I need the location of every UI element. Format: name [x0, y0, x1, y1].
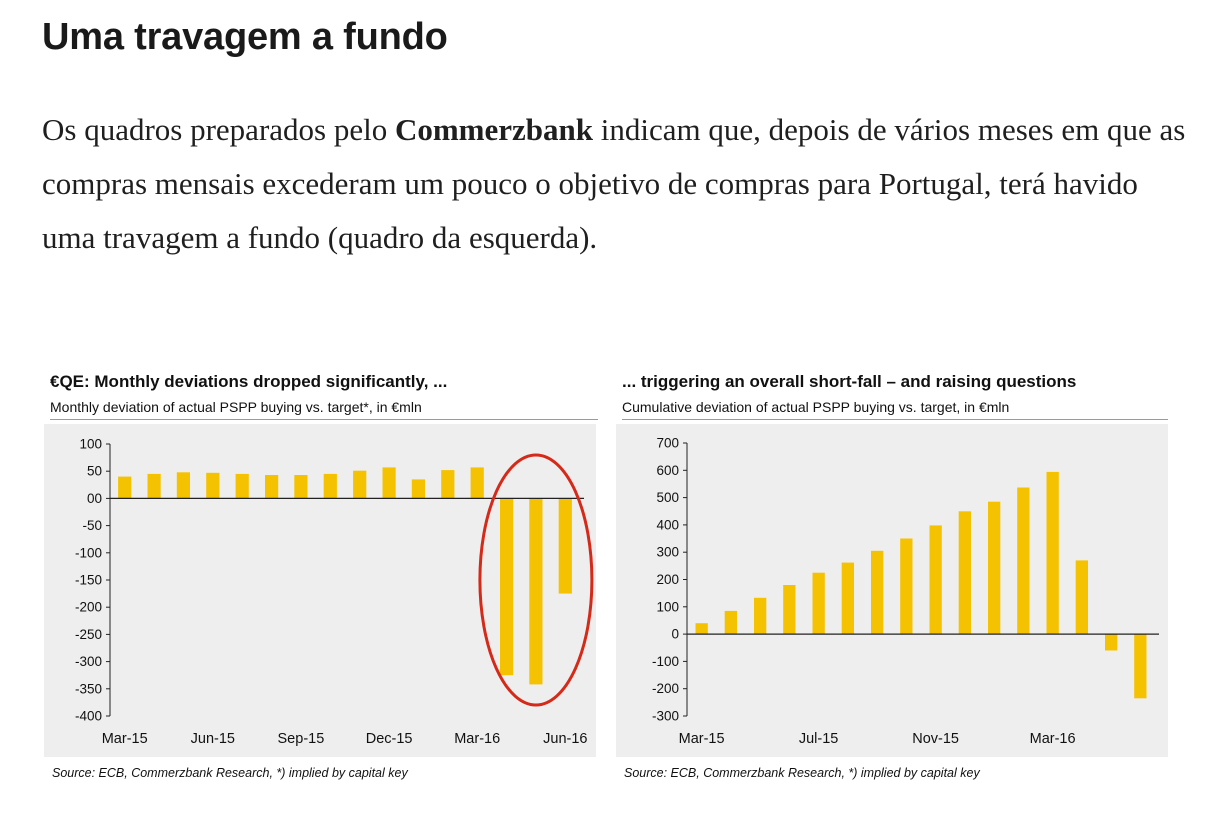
y-tick-label: -100: [652, 654, 679, 669]
y-tick-label: -200: [652, 681, 679, 696]
y-tick-label: -50: [82, 518, 102, 533]
chart-subtitle: Cumulative deviation of actual PSPP buyi…: [622, 399, 1010, 415]
bar-Jun-16: [1134, 634, 1147, 699]
chart-title: ... triggering an overall short-fall – a…: [622, 372, 1077, 391]
bar-Feb-16: [441, 470, 455, 499]
bar-Mar-16: [1046, 471, 1059, 635]
bar-May-16: [1105, 634, 1118, 651]
bar-Aug-15: [265, 475, 279, 499]
y-tick-label: -100: [75, 545, 102, 560]
y-tick-label: -400: [75, 709, 102, 724]
x-tick-label: Nov-15: [912, 731, 959, 747]
chart-monthly-deviation: €QE: Monthly deviations dropped signific…: [44, 372, 598, 792]
chart-divider: [622, 419, 1168, 420]
y-tick-label: -300: [652, 709, 679, 724]
x-tick-label: Jun-15: [191, 731, 235, 747]
chart-subtitle: Monthly deviation of actual PSPP buying …: [50, 399, 422, 415]
bar-Jul-15: [812, 572, 825, 635]
y-tick-label: 0: [671, 627, 679, 642]
y-tick-label: 00: [87, 491, 102, 506]
x-tick-label: Sep-15: [278, 731, 325, 747]
y-tick-label: -200: [75, 600, 102, 615]
chart-cumulative-deviation: ... triggering an overall short-fall – a…: [616, 372, 1168, 792]
bar-Oct-15: [323, 473, 337, 499]
bar-Apr-16: [500, 498, 514, 676]
y-tick-label: 500: [656, 490, 679, 505]
y-tick-label: -150: [75, 573, 102, 588]
chart-source: Source: ECB, Commerzbank Research, *) im…: [624, 766, 980, 780]
x-tick-label: Dec-15: [366, 731, 413, 747]
bar-Jun-15: [206, 472, 220, 499]
bar-Apr-15: [147, 473, 161, 499]
bar-Jun-16: [558, 498, 572, 594]
bar-Mar-16: [470, 467, 484, 499]
bar-Feb-16: [1017, 487, 1030, 635]
paragraph-text-start: Os quadros preparados pelo: [42, 112, 395, 147]
article-paragraph: Os quadros preparados pelo Commerzbank i…: [42, 103, 1192, 265]
bar-Dec-15: [958, 511, 971, 635]
bar-May-15: [754, 597, 767, 635]
bar-May-15: [176, 472, 190, 499]
chart-plot: 1005000-50-100-150-200-250-300-350-400Ma…: [75, 437, 594, 747]
bar-Nov-15: [929, 525, 942, 635]
highlight-ellipse: [478, 453, 594, 707]
bar-Dec-15: [382, 467, 396, 499]
x-tick-label: Mar-16: [454, 731, 500, 747]
bar-May-16: [529, 498, 543, 685]
bar-Mar-15: [695, 623, 708, 635]
x-tick-label: Mar-16: [1030, 731, 1076, 747]
y-tick-label: 400: [656, 517, 679, 532]
x-tick-label: Mar-15: [679, 731, 725, 747]
y-tick-label: -250: [75, 627, 102, 642]
bar-Oct-15: [900, 538, 913, 634]
paragraph-text-end: indicam que, depois de vários meses em q…: [42, 112, 1186, 255]
y-tick-label: 100: [79, 437, 102, 452]
bar-Jan-16: [988, 501, 1001, 635]
bar-Aug-15: [841, 562, 854, 635]
x-tick-label: Jul-15: [799, 731, 839, 747]
bar-Jun-15: [783, 585, 796, 635]
y-tick-label: 50: [87, 464, 102, 479]
x-tick-label: Jun-16: [543, 731, 587, 747]
bar-Apr-15: [724, 610, 737, 635]
bar-Jan-16: [411, 479, 425, 499]
chart-divider: [50, 419, 598, 420]
bar-Jul-15: [235, 473, 249, 499]
chart-title: €QE: Monthly deviations dropped signific…: [50, 372, 448, 391]
bar-Sep-15: [294, 475, 308, 499]
y-tick-label: 100: [656, 599, 679, 614]
bars: [695, 471, 1147, 699]
article-heading: Uma travagem a fundo: [42, 16, 448, 58]
bar-Nov-15: [353, 470, 367, 499]
y-tick-label: 600: [656, 463, 679, 478]
chart-plot: 700 600 500 400 300 200 100 0 -100 -200 -300Mar-15…: [652, 436, 1159, 747]
bar-Mar-15: [118, 476, 132, 499]
y-tick-label: 300: [656, 545, 679, 560]
bar-Apr-16: [1075, 560, 1088, 635]
paragraph-bold-name: Commerzbank: [394, 112, 594, 147]
y-tick-label: -350: [75, 681, 102, 696]
x-tick-label: Mar-15: [102, 731, 148, 747]
y-tick-label: 200: [656, 572, 679, 587]
bars: [118, 467, 572, 685]
chart-source: Source: ECB, Commerzbank Research, *) im…: [52, 766, 408, 780]
y-tick-label: 700: [656, 436, 679, 451]
bar-Sep-15: [871, 550, 884, 635]
y-tick-label: -300: [75, 654, 102, 669]
